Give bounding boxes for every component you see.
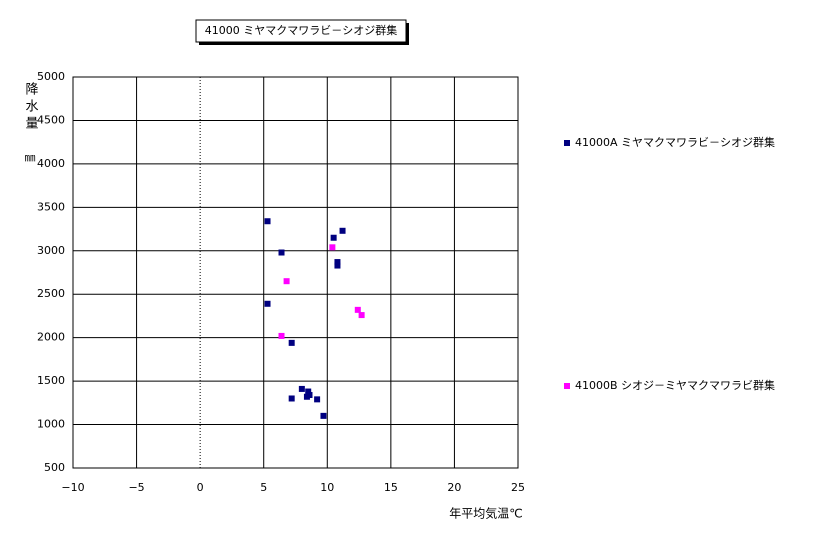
point bbox=[288, 395, 295, 402]
point bbox=[288, 339, 295, 346]
point bbox=[305, 388, 312, 395]
y-tick-label: 5000 bbox=[37, 70, 65, 83]
y-tick-label: 4000 bbox=[37, 157, 65, 170]
point bbox=[334, 262, 341, 269]
point bbox=[334, 259, 341, 266]
point bbox=[329, 244, 336, 251]
y-tick-label: 3000 bbox=[37, 244, 65, 257]
point bbox=[278, 249, 285, 256]
x-axis-label: 年平均気温℃ bbox=[449, 506, 522, 521]
point bbox=[314, 396, 321, 403]
y-tick-label: 500 bbox=[44, 461, 65, 474]
point bbox=[339, 227, 346, 234]
point bbox=[264, 300, 271, 307]
point bbox=[320, 412, 327, 419]
chart-title: 41000 ミヤマクマワラビ－シオジ群集 bbox=[205, 23, 398, 37]
point bbox=[264, 218, 271, 225]
y-axis-label: 降水量 bbox=[23, 82, 39, 133]
y-tick-label: 3500 bbox=[37, 200, 65, 213]
legend-label: 41000A ミヤマクマワラビ－シオジ群集 bbox=[575, 135, 775, 149]
x-tick-label: 25 bbox=[511, 481, 525, 494]
y-tick-label: 1500 bbox=[37, 374, 65, 387]
plot-frame bbox=[72, 76, 519, 469]
x-tick-label: 20 bbox=[447, 481, 461, 494]
y-axis-unit: ㎜ bbox=[25, 151, 36, 164]
title-box bbox=[195, 19, 407, 43]
y-tick-label: 2500 bbox=[37, 287, 65, 300]
y-tick-label: 2000 bbox=[37, 331, 65, 344]
legend-marker bbox=[564, 140, 570, 146]
x-tick-label: 0 bbox=[197, 481, 204, 494]
y-tick-label: 1000 bbox=[37, 418, 65, 431]
x-tick-label: 15 bbox=[384, 481, 398, 494]
point bbox=[303, 393, 310, 400]
x-tick-label: 5 bbox=[260, 481, 267, 494]
point bbox=[278, 332, 285, 339]
point bbox=[298, 385, 305, 392]
legend-marker bbox=[564, 383, 570, 389]
y-tick-label: 4500 bbox=[37, 113, 65, 126]
point bbox=[358, 312, 365, 319]
x-tick-label: −10 bbox=[61, 481, 84, 494]
point bbox=[330, 234, 337, 241]
point bbox=[354, 306, 361, 313]
point bbox=[283, 278, 290, 285]
x-tick-label: 10 bbox=[320, 481, 334, 494]
x-tick-label: −5 bbox=[128, 481, 144, 494]
legend-label: 41000B シオジ－ミヤマクマワラビ群集 bbox=[575, 378, 775, 392]
